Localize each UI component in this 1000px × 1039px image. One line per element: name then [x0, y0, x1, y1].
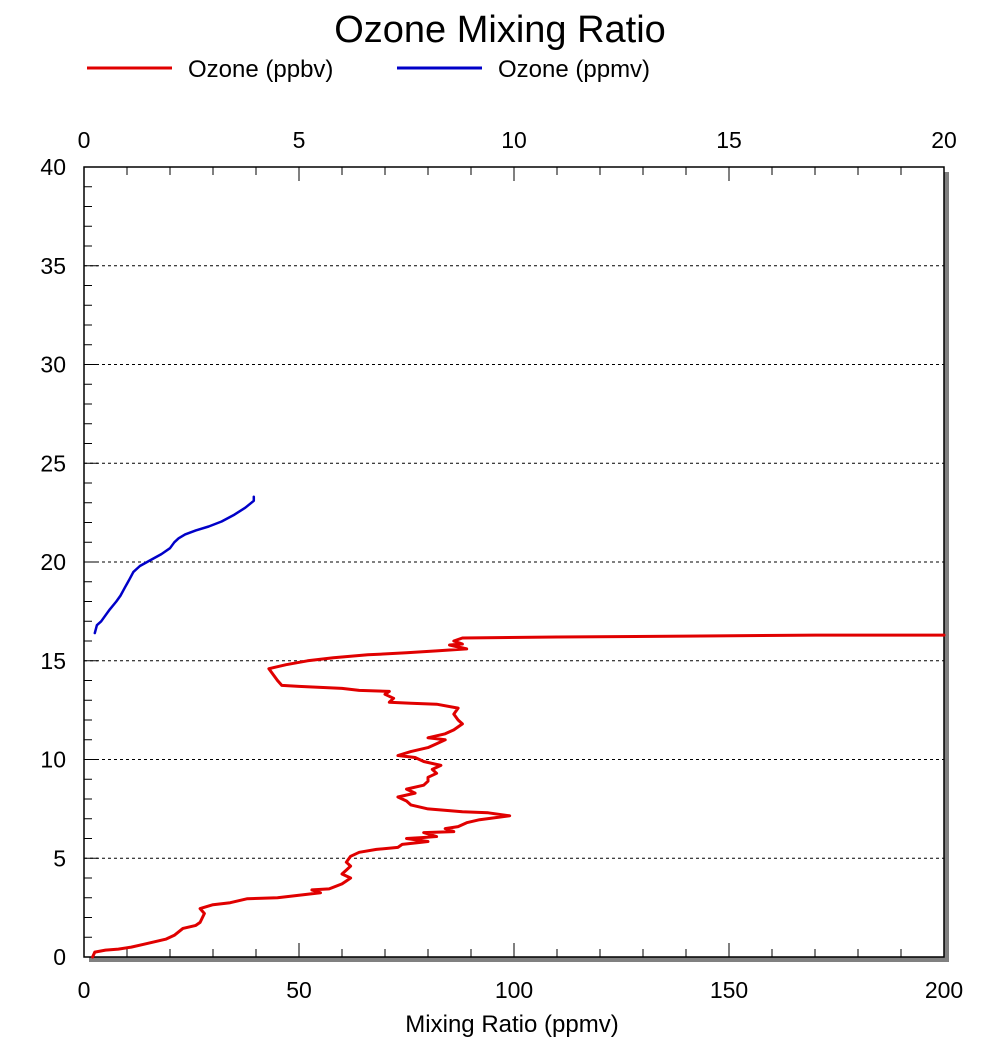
x-bottom-tick-label: 100	[495, 977, 533, 1003]
chart-title: Ozone Mixing Ratio	[334, 9, 666, 51]
series-line-ozone-ppbv	[91, 633, 946, 959]
x-top-tick-label: 0	[78, 127, 91, 153]
y-tick-label: 40	[40, 154, 66, 180]
x-axis-bottom: 0 50 100 150 200	[78, 943, 963, 1003]
y-tick-label: 35	[40, 253, 66, 279]
x-bottom-tick-label: 0	[78, 977, 91, 1003]
legend: Ozone (ppbv) Ozone (ppmv)	[87, 56, 650, 83]
y-axis: 0 5 10 15 20 25 30 35 40	[40, 154, 98, 970]
x-top-tick-label: 5	[293, 127, 306, 153]
x-axis-top: 0 5 10 15 20	[78, 127, 957, 181]
y-tick-label: 10	[40, 747, 66, 773]
x-bottom-tick-label: 150	[710, 977, 748, 1003]
series-line-ozone-ppmv	[93, 495, 256, 635]
x-bottom-tick-label: 200	[925, 977, 963, 1003]
legend-label: Ozone (ppbv)	[188, 56, 333, 83]
series-group	[91, 495, 946, 959]
gridlines	[84, 265, 944, 859]
y-tick-label: 5	[53, 845, 66, 871]
x-bottom-tick-label: 50	[286, 977, 312, 1003]
legend-label: Ozone (ppmv)	[498, 56, 650, 83]
y-tick-label: 15	[40, 648, 66, 674]
x-top-tick-label: 20	[931, 127, 957, 153]
x-axis-label: Mixing Ratio (ppmv)	[405, 1011, 618, 1038]
y-tick-label: 30	[40, 352, 66, 378]
y-tick-label: 0	[53, 944, 66, 970]
y-tick-label: 25	[40, 450, 66, 476]
x-top-tick-label: 15	[716, 127, 742, 153]
y-tick-label: 20	[40, 549, 66, 575]
x-top-tick-label: 10	[501, 127, 527, 153]
